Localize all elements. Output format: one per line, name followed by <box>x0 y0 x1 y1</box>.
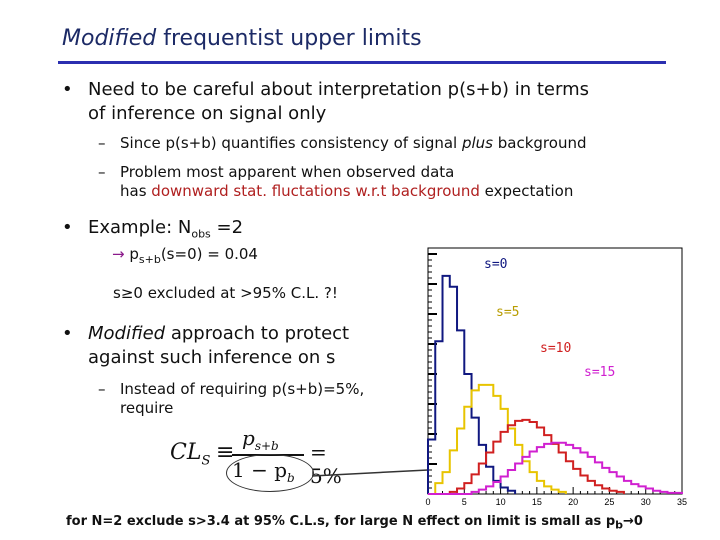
formula-num-text: p <box>242 426 255 450</box>
bullet-2: • Example: Nobs =2 <box>62 216 244 247</box>
sub-dash: – <box>98 163 106 181</box>
bullet-3-line1-text: approach to protect <box>165 323 350 344</box>
cls-formula: CLS ≡ ps+b 1 − pb = 5% <box>170 426 360 492</box>
bullet-1-line1: Need to be careful about interpretation … <box>88 79 589 100</box>
bullet-2-pre: Example: N <box>88 217 192 238</box>
highlight-ellipse <box>226 454 314 492</box>
sub-1-text-a: Since p(s+b) quantifies consistency of s… <box>120 134 462 152</box>
legend-s0: s=0 <box>484 257 507 272</box>
sub-2-red: downward stat. fluctations w.r.t backgro… <box>151 182 480 200</box>
caption-text-b: 0 <box>633 514 643 529</box>
arrow-line-a: p <box>129 245 139 263</box>
title-em: Modified <box>62 26 157 51</box>
plot-frame <box>427 247 683 495</box>
formula-lhs: CLS <box>170 440 210 468</box>
x-tick-label: 15 <box>532 497 542 507</box>
formula-num-sub: s+b <box>254 439 279 453</box>
x-tick-label: 25 <box>604 497 614 507</box>
formula-lhs-sub: S <box>201 453 211 469</box>
caption: for N=2 exclude s>3.4 at 95% C.L.s, for … <box>66 514 643 532</box>
bullet-dot: • <box>62 323 73 344</box>
sub-2-text-b: expectation <box>479 182 574 200</box>
sub-1-text-b: background <box>493 134 587 152</box>
sub-dash: – <box>98 380 106 398</box>
excluded-line: s≥0 excluded at >95% C.L. ?! <box>113 284 338 302</box>
bullet-3-em: Modified <box>88 323 166 344</box>
sub-2-line1: Problem most apparent when observed data <box>120 163 455 181</box>
x-tick-label: 30 <box>641 497 651 507</box>
sub-2-line2: has downward stat. fluctations w.r.t bac… <box>120 182 573 201</box>
sub-2-text-a: has <box>120 182 152 200</box>
formula-lhs-text: CL <box>170 440 202 465</box>
bullet-dot: • <box>62 79 73 100</box>
bullet-2-post: =2 <box>210 217 244 238</box>
bullet-3-sub-1: – Instead of requiring p(s+b)=5%, requir… <box>98 380 365 418</box>
arrow-icon: → <box>112 245 125 263</box>
title-rest: frequentist upper limits <box>156 26 422 51</box>
x-tick-labels: 0 5 10 15 20 25 30 35 <box>425 497 687 507</box>
formula-equiv: ≡ <box>216 440 235 465</box>
legend-s5: s=5 <box>496 305 519 320</box>
plot-series <box>427 274 683 495</box>
x-tick-label: 35 <box>677 497 687 507</box>
bullet-3-line2: against such inference on s <box>88 347 336 368</box>
bullet-1-sub-1: – Since p(s+b) quantifies consistency of … <box>98 134 587 153</box>
legend-s10: s=10 <box>540 341 571 356</box>
series-line-3 <box>428 441 683 495</box>
slide-title: Modified frequentist upper limits <box>62 26 422 51</box>
bullet-3-sub-line1: Instead of requiring p(s+b)=5%, <box>120 380 365 398</box>
legend-s15: s=15 <box>584 365 615 380</box>
sub-1-em: plus <box>461 134 493 152</box>
arrow-line-b: (s=0) = 0.04 <box>160 245 258 263</box>
x-tick-label: 5 <box>462 497 467 507</box>
bullet-1: • Need to be careful about interpretatio… <box>62 78 589 126</box>
caption-text-a: for N=2 exclude s>3.4 at 95% C.L.s, for … <box>66 514 616 529</box>
bullet-1-line2: of inference on signal only <box>88 103 327 124</box>
x-tick-label: 0 <box>425 497 430 507</box>
x-tick-label: 10 <box>496 497 506 507</box>
series-line-1 <box>428 383 567 495</box>
connector-stroke <box>311 469 429 477</box>
bullet-3-sub-line2: require <box>120 399 174 417</box>
formula-rhs: = 5% <box>310 440 342 488</box>
x-tick-label: 20 <box>568 497 578 507</box>
histogram-plot: 0 5 10 15 20 25 30 35 s=0 s=5 s=10 s=15 <box>425 247 687 507</box>
formula-num: ps+b <box>242 426 279 453</box>
title-rule <box>58 61 666 64</box>
caption-sub: b <box>615 518 624 532</box>
bullet-2-sub: obs <box>191 227 211 241</box>
arrow-line: → ps+b(s=0) = 0.04 <box>112 245 258 269</box>
bullet-1-sub-2: – Problem most apparent when observed da… <box>98 163 573 201</box>
sub-dash: – <box>98 134 106 152</box>
bullet-dot: • <box>62 217 73 238</box>
series-line-2 <box>428 418 625 495</box>
bullet-3-line1: Modified approach to protect <box>88 322 349 346</box>
caption-arrow-icon: → <box>623 514 634 529</box>
arrow-line-sub: s+b <box>138 253 161 266</box>
bullet-3: • Modified approach to protect against s… <box>62 322 349 370</box>
